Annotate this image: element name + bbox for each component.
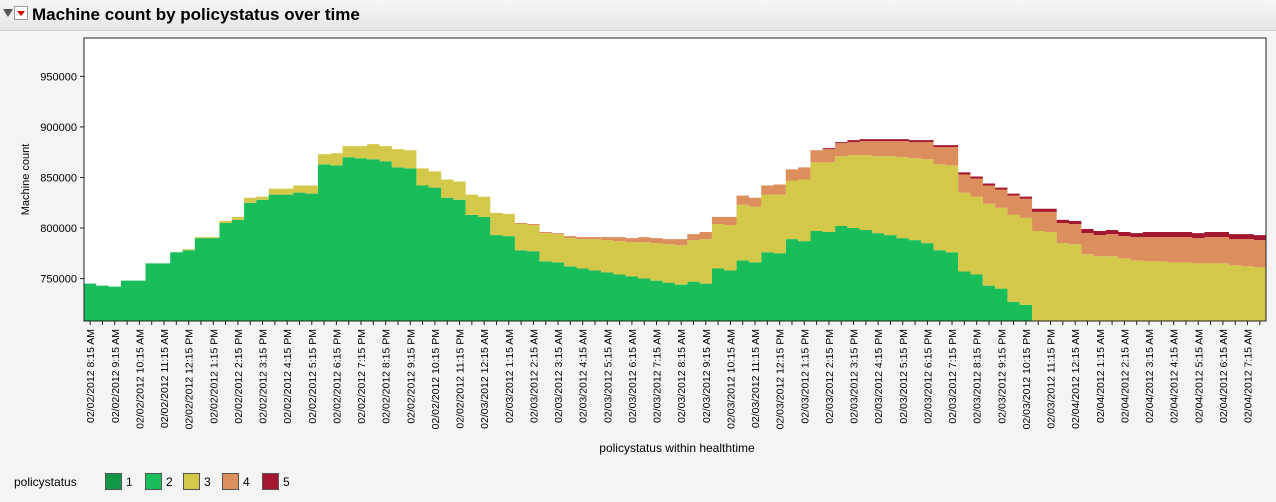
x-tick-label: 02/04/2012 4:15 AM — [1169, 329, 1181, 423]
x-tick-label: 02/03/2012 12:15 AM — [479, 329, 491, 429]
x-tick-label: 02/03/2012 3:15 AM — [553, 329, 565, 423]
x-tick-label: 02/04/2012 6:15 AM — [1218, 329, 1230, 423]
x-tick-label: 02/04/2012 5:15 AM — [1193, 329, 1205, 423]
x-tick-label: 02/02/2012 12:15 PM — [184, 329, 196, 429]
legend-swatch — [183, 473, 200, 490]
x-tick-label: 02/03/2012 11:15 PM — [1046, 329, 1058, 429]
x-tick-label: 02/03/2012 12:15 PM — [775, 329, 787, 429]
x-tick-label: 02/02/2012 6:15 PM — [331, 329, 343, 424]
x-tick-label: 02/03/2012 8:15 PM — [972, 329, 984, 424]
x-tick-label: 02/02/2012 11:15 AM — [159, 329, 171, 428]
x-tick-label: 02/03/2012 5:15 AM — [602, 329, 614, 423]
x-tick-label: 02/02/2012 8:15 AM — [85, 329, 97, 423]
series-area-2 — [84, 157, 1033, 321]
x-tick-label: 02/04/2012 2:15 AM — [1119, 329, 1131, 423]
x-tick-label: 02/02/2012 10:15 PM — [430, 329, 442, 429]
x-tick-label: 02/03/2012 1:15 PM — [799, 329, 811, 424]
y-axis-label: Machine count — [20, 144, 32, 216]
x-tick-label: 02/03/2012 2:15 PM — [824, 329, 836, 424]
title-bar: Machine count by policystatus over time — [0, 0, 1276, 31]
series-group — [84, 139, 1266, 321]
x-tick-label: 02/03/2012 4:15 AM — [578, 329, 590, 423]
x-tick-label: 02/03/2012 5:15 PM — [898, 329, 910, 424]
legend-label: 3 — [204, 475, 211, 489]
x-tick-label: 02/03/2012 3:15 PM — [849, 329, 861, 424]
x-tick-label: 02/03/2012 10:15 PM — [1021, 329, 1033, 429]
y-tick-label: 850000 — [40, 172, 77, 184]
x-tick-label: 02/02/2012 9:15 PM — [405, 329, 417, 424]
disclosure-triangle-icon[interactable] — [3, 9, 13, 17]
x-tick-label: 02/03/2012 9:15 PM — [996, 329, 1008, 424]
x-tick-label: 02/02/2012 1:15 PM — [208, 329, 220, 424]
x-tick-label: 02/02/2012 9:15 AM — [110, 329, 122, 423]
x-tick-label: 02/03/2012 4:15 PM — [873, 329, 885, 424]
x-tick-label: 02/03/2012 10:15 AM — [725, 329, 737, 429]
y-tick-label: 800000 — [40, 223, 77, 235]
legend-swatch — [262, 473, 279, 490]
x-tick-label: 02/04/2012 12:15 AM — [1070, 329, 1082, 429]
x-tick-label: 02/02/2012 11:15 PM — [455, 329, 467, 429]
legend-label: 2 — [166, 475, 173, 489]
x-tick-label: 02/03/2012 6:15 PM — [922, 329, 934, 424]
x-tick-label: 02/03/2012 1:15 AM — [504, 329, 516, 423]
legend-label: 1 — [126, 475, 133, 489]
x-tick-label: 02/04/2012 1:15 AM — [1095, 329, 1107, 423]
legend-label: 5 — [283, 475, 290, 489]
legend-swatch — [145, 473, 162, 490]
x-tick-label: 02/02/2012 2:15 PM — [233, 329, 245, 424]
x-tick-label: 02/04/2012 3:15 AM — [1144, 329, 1156, 423]
x-tick-label: 02/02/2012 7:15 PM — [356, 329, 368, 424]
x-tick-label: 02/03/2012 8:15 AM — [676, 329, 688, 423]
x-tick-label: 02/02/2012 3:15 PM — [258, 329, 270, 424]
series-area-3 — [84, 144, 1266, 321]
chart-title: Machine count by policystatus over time — [32, 5, 360, 24]
x-tick-label: 02/02/2012 4:15 PM — [282, 329, 294, 424]
x-tick-label: 02/02/2012 10:15 AM — [134, 329, 146, 429]
x-tick-label: 02/03/2012 2:15 AM — [528, 329, 540, 423]
x-axis-label: policystatus within healthtime — [599, 441, 755, 455]
x-tick-label: 02/03/2012 7:15 AM — [652, 329, 664, 423]
x-tick-label: 02/03/2012 7:15 PM — [947, 329, 959, 424]
red-triangle-menu-icon[interactable] — [14, 6, 28, 20]
y-tick-label: 900000 — [40, 122, 77, 134]
x-tick-label: 02/03/2012 9:15 AM — [701, 329, 713, 423]
y-tick-label: 750000 — [40, 274, 77, 286]
y-tick-label: 950000 — [40, 71, 77, 83]
x-tick-label: 02/04/2012 7:15 AM — [1243, 329, 1255, 423]
legend-label: 4 — [243, 475, 250, 489]
x-tick-label: 02/02/2012 8:15 PM — [381, 329, 393, 424]
chart: 750000 800000 850000 900000 950000 02/02/2012… — [20, 37, 1267, 455]
plot-frame — [83, 37, 1267, 322]
legend-swatch — [222, 473, 239, 490]
legend-swatch — [105, 473, 122, 490]
x-tick-label: 02/03/2012 11:15 AM — [750, 329, 762, 428]
x-tick-label: 02/03/2012 6:15 AM — [627, 329, 639, 423]
legend-title: policystatus — [14, 475, 77, 489]
x-tick-label: 02/02/2012 5:15 PM — [307, 329, 319, 424]
